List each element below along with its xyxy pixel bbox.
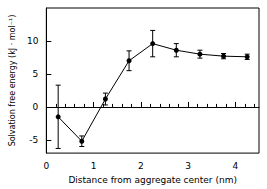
svg-text:4: 4 [233,161,239,171]
svg-text:2: 2 [138,161,144,171]
svg-text:Distance from aggregate center: Distance from aggregate center (nm) [68,175,236,185]
svg-text:10: 10 [27,36,39,46]
svg-text:-5: -5 [29,135,38,145]
svg-text:5: 5 [33,69,39,79]
svg-text:Solvation free energy (kJ · mo: Solvation free energy (kJ · mol⁻¹) [8,15,17,147]
svg-text:3: 3 [185,161,191,171]
svg-text:1: 1 [91,161,97,171]
svg-text:0: 0 [43,161,49,171]
svg-text:0: 0 [33,102,39,112]
